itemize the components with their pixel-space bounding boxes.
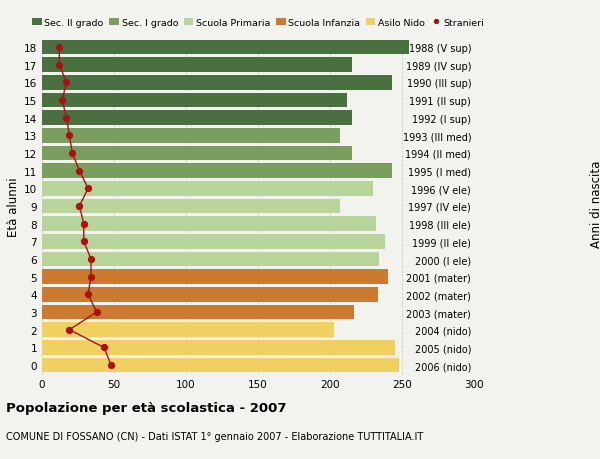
Bar [42, 111, 352, 126]
Point [83, 291, 93, 298]
Bar [42, 76, 392, 90]
Bar [42, 358, 399, 373]
Legend: Sec. II grado, Sec. I grado, Scuola Primaria, Scuola Infanzia, Asilo Nido, Stran: Sec. II grado, Sec. I grado, Scuola Prim… [32, 19, 484, 28]
Bar [42, 323, 334, 337]
Point [99, 344, 109, 351]
Point [65, 132, 74, 140]
Bar [42, 270, 388, 284]
Point [86, 274, 96, 281]
Text: Popolazione per età scolastica - 2007: Popolazione per età scolastica - 2007 [6, 402, 287, 414]
Point [83, 185, 93, 193]
Text: COMUNE DI FOSSANO (CN) - Dati ISTAT 1° gennaio 2007 - Elaborazione TUTTITALIA.IT: COMUNE DI FOSSANO (CN) - Dati ISTAT 1° g… [6, 431, 423, 442]
Bar [42, 341, 395, 355]
Bar [42, 94, 347, 108]
Point [55, 62, 64, 69]
Bar [42, 146, 352, 161]
Point [55, 44, 64, 51]
Point [65, 326, 74, 334]
Point [74, 203, 84, 210]
Point [92, 309, 101, 316]
Point [74, 168, 84, 175]
Bar [42, 164, 392, 179]
Bar [42, 58, 352, 73]
Bar [42, 217, 376, 231]
Text: Anni di nascita: Anni di nascita [590, 161, 600, 248]
Bar [42, 235, 385, 249]
Bar [42, 252, 379, 267]
Point [86, 256, 96, 263]
Point [62, 115, 71, 122]
Bar [42, 182, 373, 196]
Point [106, 362, 116, 369]
Point [79, 238, 89, 246]
Bar [42, 199, 340, 214]
Point [62, 79, 71, 87]
Y-axis label: Età alunni: Età alunni [7, 177, 20, 236]
Bar [42, 40, 409, 55]
Bar [42, 129, 340, 143]
Point [79, 220, 89, 228]
Point [58, 97, 67, 104]
Bar [42, 305, 355, 319]
Point [67, 150, 77, 157]
Bar [42, 287, 377, 302]
